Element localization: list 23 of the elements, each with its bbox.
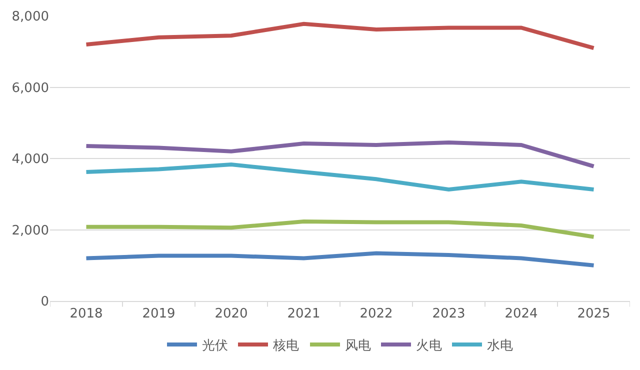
x-tick-label: 2019 xyxy=(142,306,176,322)
legend-label: 核电 xyxy=(272,338,299,354)
y-tick-label: 6,000 xyxy=(12,80,49,96)
legend-label: 水电 xyxy=(487,338,513,354)
y-tick-label: 4,000 xyxy=(12,152,49,168)
x-tick-label: 2025 xyxy=(577,306,610,322)
legend-label: 风电 xyxy=(345,338,371,354)
x-tick-label: 2023 xyxy=(432,306,466,322)
legend-label: 光伏 xyxy=(202,338,228,354)
x-tick-label: 2018 xyxy=(70,306,103,322)
x-tick-label: 2020 xyxy=(214,306,248,322)
line-series xyxy=(84,220,596,239)
line-series xyxy=(84,140,596,168)
y-tick-label: 8,000 xyxy=(12,10,49,25)
x-tick-label: 2021 xyxy=(287,306,320,322)
line-series xyxy=(84,22,596,50)
x-tick-label: 2024 xyxy=(504,306,538,322)
legend-label: 火电 xyxy=(416,338,442,354)
line-series xyxy=(84,162,596,192)
x-tick-label: 2022 xyxy=(360,306,393,322)
y-tick-label: 0 xyxy=(40,294,49,310)
line-series xyxy=(84,251,596,268)
y-tick-label: 2,000 xyxy=(12,223,49,238)
